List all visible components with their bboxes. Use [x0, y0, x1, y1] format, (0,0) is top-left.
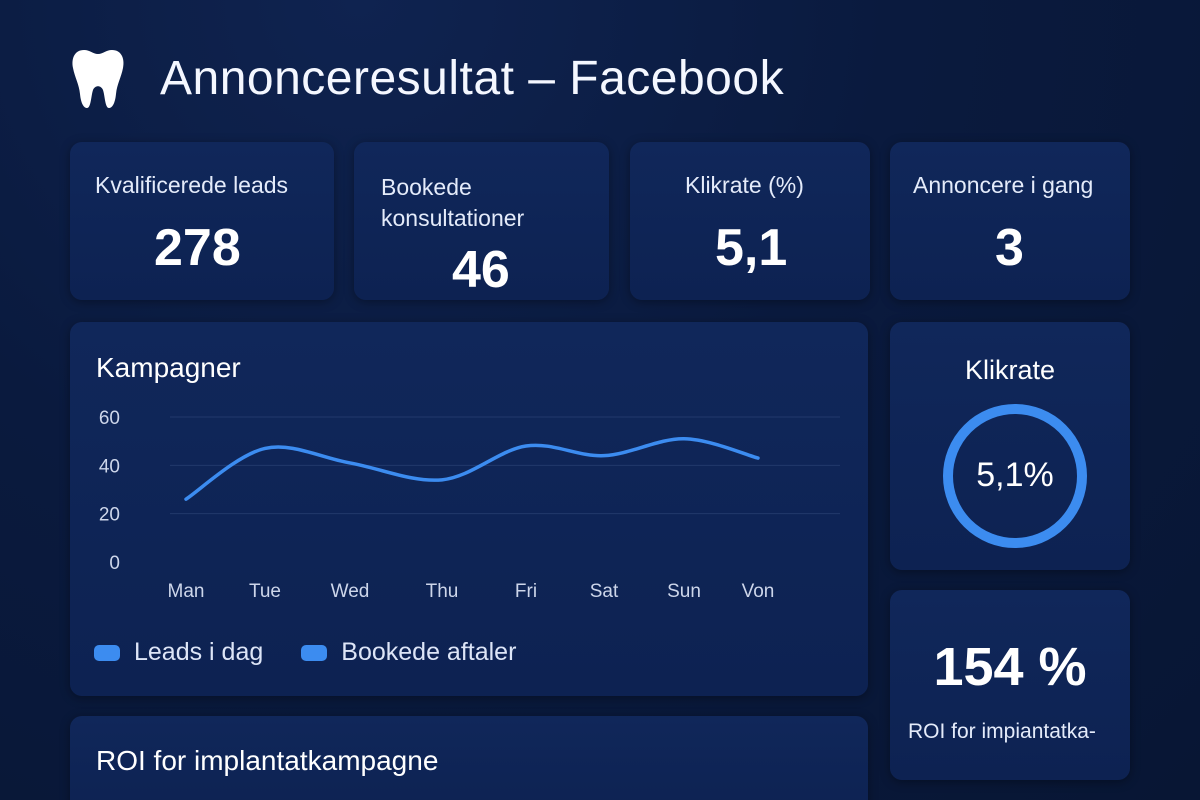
- legend-item-bookings[interactable]: Bookede aftaler: [301, 638, 516, 667]
- ctr-ring-value: 5,1%: [976, 456, 1054, 494]
- y-tick-label: 20: [99, 505, 120, 526]
- roi-card: 154 % ROI for impiantatka-: [890, 590, 1130, 780]
- kpi-value: 3: [995, 219, 1024, 277]
- kpi-label: Annoncere i gang: [913, 172, 1094, 198]
- legend-label: Leads i dag: [134, 638, 264, 666]
- page-header: Annonceresultat – Facebook: [70, 46, 784, 110]
- x-tick-label: Sun: [667, 581, 701, 602]
- x-tick-label: Fri: [515, 581, 537, 602]
- x-tick-label: Thu: [426, 581, 459, 602]
- x-tick-label: Sat: [590, 581, 619, 602]
- roi-section-title: ROI for implantatkampagne: [96, 745, 439, 776]
- chart-legend: Leads i dag Bookede aftaler: [94, 638, 554, 667]
- series-line: [184, 436, 760, 501]
- x-tick-label: Von: [742, 581, 775, 602]
- ctr-ring-circle: [943, 404, 1087, 548]
- campaigns-line-chart: 60 40 20 0 Man Tue Wed Thu Fri Sat Sun Von: [99, 408, 840, 602]
- roi-value: 154 %: [933, 637, 1087, 697]
- roi-label: ROI for impiantatka-: [908, 720, 1096, 743]
- legend-label: Bookede aftaler: [341, 638, 517, 666]
- campaigns-card: Kampagner 60 40 20 0 Man Tue Wed Thu Fri Sat Sun Vo…: [70, 322, 868, 696]
- y-tick-label: 0: [109, 553, 120, 574]
- kpi-label: Kvalificerede leads: [95, 172, 289, 198]
- ctr-ring-card: Klikrate 5,1%: [890, 322, 1130, 570]
- kpi-value: 5,1: [715, 219, 788, 277]
- kpi-value: 278: [154, 219, 241, 277]
- kpi-value: 46: [452, 241, 510, 299]
- roi-section-card: ROI for implantatkampagne: [70, 716, 868, 800]
- x-tick-label: Man: [168, 581, 205, 602]
- kpi-card-active-ads: Annoncere i gang 3: [890, 142, 1130, 300]
- x-tick-label: Tue: [249, 581, 281, 602]
- ctr-ring-title: Klikrate: [964, 355, 1056, 385]
- legend-swatch: [301, 644, 328, 661]
- x-tick-label: Wed: [331, 581, 370, 602]
- ctr-ring: [943, 404, 1087, 548]
- campaigns-title: Kampagner: [96, 352, 241, 383]
- page-title: Annonceresultat – Facebook: [160, 51, 785, 105]
- y-tick-label: 40: [99, 456, 120, 477]
- legend-swatch: [94, 644, 120, 661]
- y-tick-label: 60: [99, 408, 120, 429]
- kpi-card-ctr: Klikrate (%) 5,1: [630, 142, 870, 300]
- kpi-card-leads: Kvalificerede leads 278: [70, 142, 334, 300]
- kpi-label: Bookede konsultationer: [381, 174, 525, 231]
- legend-item-leads[interactable]: Leads i dag: [94, 638, 263, 667]
- kpi-card-consultations: Bookede konsultationer 46: [354, 142, 609, 300]
- kpi-label: Klikrate (%): [685, 172, 804, 198]
- tooth-icon: [72, 50, 124, 108]
